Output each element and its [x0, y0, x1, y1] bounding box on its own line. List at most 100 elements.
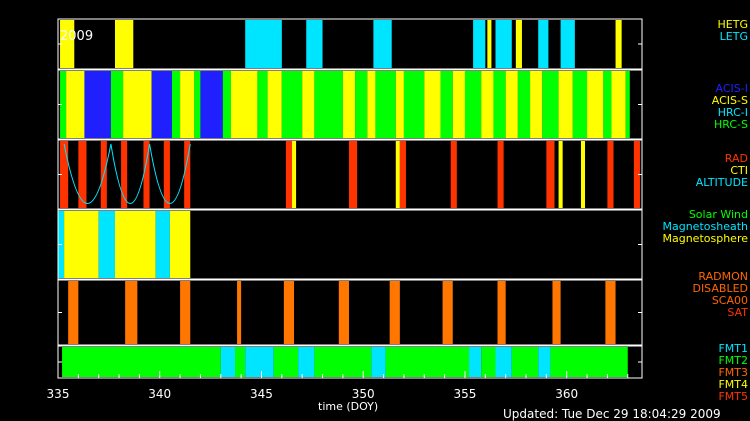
segment-instrument-18	[355, 71, 368, 138]
segment-format-9	[469, 347, 482, 377]
segment-instrument-38	[625, 71, 630, 138]
segment-format-2	[235, 347, 246, 377]
segment-radiation-18	[633, 141, 640, 208]
segment-grating-7	[495, 20, 512, 68]
segment-radiation-3	[121, 141, 128, 208]
legend-entry-radmon-1: DISABLED	[692, 282, 748, 295]
segment-radiation-14	[546, 141, 555, 208]
legend-entry-grating-0: HETG	[717, 18, 748, 31]
segment-instrument-19	[367, 71, 376, 138]
legend-radmon: RADMON DISABLED SCA00 SAT	[692, 271, 748, 319]
segment-instrument-20	[375, 71, 396, 138]
legend-environment: Solar Wind Magnetosheath Magnetosphere	[663, 209, 749, 245]
segment-instrument-23	[424, 71, 441, 138]
legend-entry-format-0: FMT1	[718, 342, 748, 355]
segment-radiation-12	[450, 141, 457, 208]
segment-environment-1	[64, 211, 99, 278]
xtick-label-2: 345	[250, 387, 273, 401]
xtick-label-5: 360	[555, 387, 578, 401]
segment-radmon-8	[497, 281, 506, 344]
segment-instrument-0	[60, 71, 67, 138]
segment-grating-0	[60, 20, 75, 68]
legend-entry-instrument-2: HRC-I	[717, 106, 748, 119]
legend-entry-radmon-0: RADMON	[698, 270, 748, 283]
segment-instrument-31	[530, 71, 543, 138]
segment-instrument-6	[171, 71, 181, 138]
segment-instrument-8	[194, 71, 201, 138]
segment-grating-11	[615, 20, 622, 68]
legend-entry-environment-2: Magnetosphere	[662, 232, 749, 245]
segment-radiation-10	[395, 141, 400, 208]
altitude-arc-0	[63, 143, 112, 204]
xtick-label-3: 350	[352, 387, 375, 401]
segment-radmon-1	[125, 281, 138, 344]
segment-environment-5	[169, 211, 191, 278]
segment-instrument-34	[572, 71, 588, 138]
legend-entry-radiation-2: ALTITUDE	[695, 176, 748, 189]
segment-instrument-15	[302, 71, 315, 138]
segment-format-4	[273, 347, 299, 377]
legend-entry-grating-1: LETG	[719, 30, 748, 43]
panel-frame-grating	[57, 18, 643, 70]
segment-format-11	[495, 347, 512, 377]
segment-instrument-35	[587, 71, 604, 138]
segment-instrument-4	[123, 71, 152, 138]
segment-grating-5	[473, 20, 486, 68]
segment-instrument-12	[257, 71, 268, 138]
segment-radmon-5	[338, 281, 349, 344]
segment-radiation-16	[580, 141, 586, 208]
segment-format-10	[481, 347, 496, 377]
segment-radmon-7	[442, 281, 453, 344]
segment-radiation-9	[348, 141, 358, 208]
segment-radmon-6	[389, 281, 400, 344]
segment-radmon-2	[180, 281, 191, 344]
segment-environment-2	[98, 211, 115, 278]
legend-radiation: RAD CTI ALTITUDE	[696, 153, 748, 189]
segment-grating-6	[487, 20, 492, 68]
segment-instrument-11	[230, 71, 258, 138]
segment-radiation-15	[558, 141, 563, 208]
legend-entry-radmon-2: SCA00	[711, 294, 748, 307]
segment-grating-3	[306, 20, 323, 68]
updated-timestamp: Updated: Tue Dec 29 18:04:29 2009	[503, 407, 721, 421]
segment-format-0	[62, 347, 221, 377]
legend-format: FMT1 FMT2 FMT3 FMT4 FMT5	[718, 343, 748, 403]
segment-instrument-2	[84, 71, 111, 138]
segment-instrument-27	[481, 71, 494, 138]
segment-format-12	[511, 347, 539, 377]
xtick-label-4: 355	[454, 387, 477, 401]
segment-format-3	[245, 347, 274, 377]
segment-radmon-3	[237, 281, 242, 344]
segment-radiation-1	[78, 141, 87, 208]
segment-instrument-17	[342, 71, 356, 138]
segment-instrument-22	[403, 71, 425, 138]
legend-entry-format-2: FMT3	[718, 366, 748, 379]
legend-entry-environment-0: Solar Wind	[688, 208, 748, 221]
segment-instrument-25	[452, 71, 465, 138]
segment-grating-2	[245, 20, 282, 68]
segment-instrument-13	[267, 71, 282, 138]
segment-grating-1	[114, 20, 134, 68]
altitude-arc-2	[149, 143, 191, 204]
segment-radiation-7	[285, 141, 293, 208]
segment-instrument-7	[180, 71, 195, 138]
segment-instrument-9	[200, 71, 223, 138]
x-axis-label: time (DOY)	[318, 400, 379, 413]
segment-format-1	[220, 347, 236, 377]
segment-radiation-17	[607, 141, 614, 208]
segment-grating-9	[538, 20, 549, 68]
altitude-arc-1	[110, 143, 151, 204]
segment-instrument-32	[542, 71, 559, 138]
legend-entry-format-3: FMT4	[718, 378, 748, 391]
legend-entry-format-4: FMT5	[718, 390, 748, 403]
legend-entry-instrument-1: ACIS-S	[711, 94, 748, 107]
segment-instrument-26	[464, 71, 482, 138]
segment-radiation-13	[497, 141, 504, 208]
segment-instrument-24	[440, 71, 453, 138]
legend-entry-radiation-0: RAD	[724, 152, 748, 165]
segment-grating-10	[560, 20, 575, 68]
legend-instrument: ACIS-I ACIS-S HRC-I HRC-S	[712, 83, 748, 131]
segment-instrument-5	[151, 71, 172, 138]
year-label: 2009	[60, 29, 94, 44]
